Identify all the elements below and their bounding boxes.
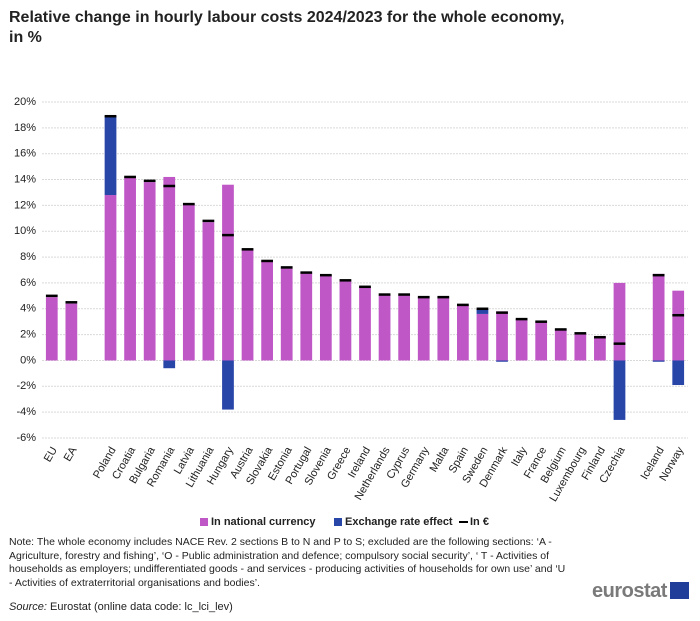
y-tick-label: 6% — [20, 277, 36, 289]
chart-title: Relative change in hourly labour costs 2… — [9, 9, 565, 46]
bar-national — [163, 176, 176, 361]
note: Note: The whole economy includes NACE Re… — [9, 536, 566, 589]
x-tick-label: EU — [42, 445, 60, 464]
bar-national — [417, 297, 430, 361]
legend-swatch — [334, 518, 342, 526]
bar-national — [613, 282, 626, 361]
bar-national — [476, 313, 489, 361]
bar-national — [339, 280, 352, 361]
bar-exchange — [104, 116, 117, 196]
bar-exchange — [476, 308, 489, 314]
bar-national — [182, 204, 195, 361]
eu-flag — [670, 582, 689, 599]
bar-national — [496, 311, 508, 361]
legend-label: Exchange rate effect — [345, 516, 453, 528]
y-tick-label: 8% — [20, 251, 36, 263]
bar-national — [554, 329, 567, 361]
y-tick-label: 10% — [14, 225, 36, 237]
bar-national — [241, 249, 254, 361]
legend-label: In national currency — [211, 516, 316, 528]
bar-national — [222, 184, 234, 361]
bar-national — [143, 182, 156, 361]
y-tick-label: 16% — [14, 148, 36, 160]
y-tick-label: 20% — [14, 96, 36, 108]
bar-national — [378, 294, 391, 361]
bar-exchange — [652, 360, 665, 362]
source-label: Source: — [9, 601, 47, 613]
bar-national — [280, 267, 293, 361]
bar-national — [65, 303, 78, 361]
source-text: Eurostat (online data code: lc_lci_lev) — [49, 601, 233, 613]
y-tick-label: -2% — [16, 380, 36, 392]
bar-exchange — [613, 360, 626, 420]
bar-national — [594, 337, 606, 361]
legend-swatch — [200, 518, 208, 526]
bar-national — [437, 297, 450, 361]
bar-national — [104, 195, 117, 361]
bar-national — [261, 260, 273, 361]
bar-exchange — [496, 360, 508, 362]
bar-national — [574, 333, 587, 361]
bar-exchange — [222, 360, 234, 410]
bar-national — [45, 297, 58, 361]
bar-national — [535, 321, 548, 361]
bar-national — [398, 294, 411, 361]
bar-national — [359, 286, 371, 361]
bar-national — [515, 319, 528, 361]
y-tick-label: 18% — [14, 122, 36, 134]
bar-exchange — [163, 360, 176, 369]
x-tick-label: EA — [62, 444, 80, 463]
bar-national — [319, 275, 332, 361]
y-tick-label: -4% — [16, 406, 36, 418]
bar-exchange — [672, 360, 685, 386]
y-tick-label: 4% — [20, 303, 36, 315]
y-tick-label: -6% — [16, 432, 36, 444]
bar-national — [672, 290, 685, 361]
bar-national — [202, 222, 215, 361]
bar-national — [300, 272, 313, 361]
source: Source: Eurostat (online data code: lc_l… — [9, 601, 233, 613]
legend-label: In € — [470, 516, 489, 528]
logo: eurostat — [592, 580, 667, 602]
bar-national — [457, 304, 469, 361]
y-tick-label: 2% — [20, 329, 36, 341]
y-tick-label: 0% — [20, 354, 36, 366]
bar-national — [652, 273, 665, 361]
bar-national — [124, 176, 136, 361]
y-tick-label: 12% — [14, 199, 36, 211]
y-tick-label: 14% — [14, 173, 36, 185]
